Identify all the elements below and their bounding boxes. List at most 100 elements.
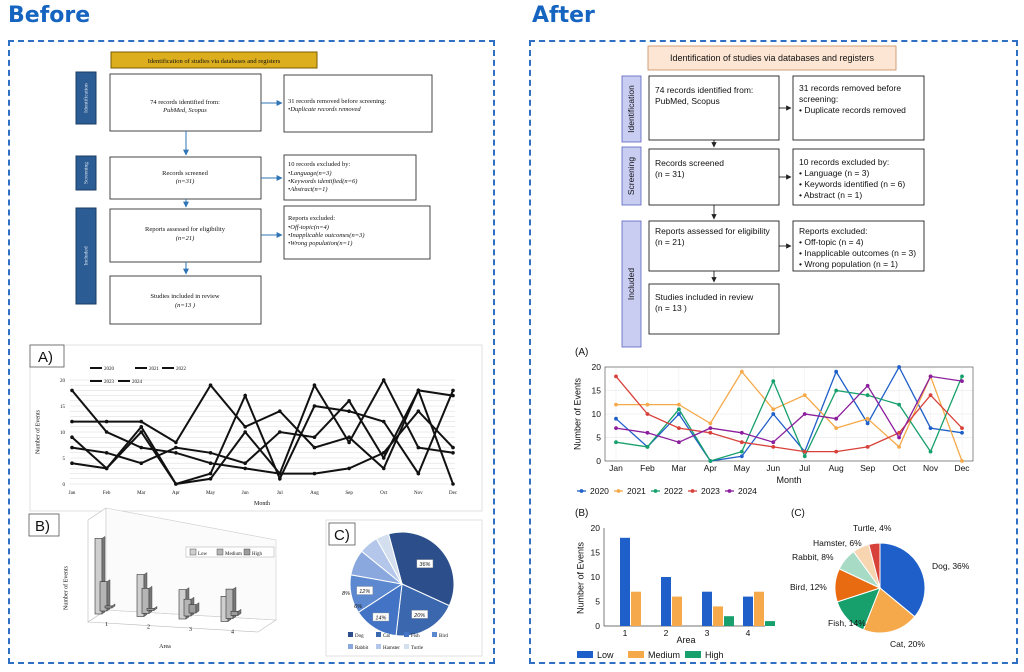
after-chart-a-point bbox=[897, 430, 901, 435]
before-chart-a-point bbox=[104, 466, 109, 471]
before-stage-label: Included bbox=[83, 246, 89, 265]
after-chart-a-legend-dot bbox=[579, 489, 584, 493]
after-chart-a-point bbox=[834, 426, 839, 430]
after-chart-b-bar bbox=[672, 596, 682, 626]
before-included-text: Studies included in review bbox=[150, 293, 219, 300]
before-chart-b-legend-box bbox=[185, 546, 275, 558]
after-chart-a-point bbox=[897, 435, 901, 440]
after-chart-c-slice-label: Bird, 12% bbox=[790, 582, 827, 592]
before-chart-a-xtick: Jan bbox=[69, 491, 76, 496]
after-chart-a-point bbox=[960, 379, 964, 383]
after-chart-a-point bbox=[897, 445, 901, 449]
before-chart-a-point bbox=[347, 466, 351, 471]
after-chart-a-point bbox=[834, 416, 839, 421]
before-excluded-text: 10 records excluded by: bbox=[288, 161, 350, 168]
before-chart-b-xtick: 4 bbox=[231, 630, 234, 636]
before-chart-a-xtick: Jul bbox=[277, 491, 283, 496]
after-chart-b-xtick: 2 bbox=[664, 628, 669, 638]
before-chart-a-series-line bbox=[71, 390, 454, 486]
after-flow-title-box bbox=[647, 45, 897, 71]
before-chart-c-pct-box bbox=[416, 559, 434, 568]
before-excluded-item-line: •Abstract(n=1) bbox=[288, 186, 328, 193]
after-assessed-text-line: Reports assessed for eligibility bbox=[655, 226, 771, 236]
after-chart-a-point bbox=[802, 449, 807, 454]
after-chart-a-frame bbox=[604, 366, 974, 462]
before-chart-a-point bbox=[70, 461, 74, 466]
after-chart-a-point bbox=[834, 449, 839, 454]
before-chart-b-legend-swatch bbox=[243, 548, 251, 556]
before-included-text: (n=13 ) bbox=[175, 302, 195, 309]
before-chart-c-pct-box bbox=[356, 586, 373, 595]
before-screened-text: (n=31) bbox=[176, 178, 194, 185]
after-reports-excluded-text-line: Reports excluded: bbox=[799, 226, 868, 236]
before-chart-a-point bbox=[451, 388, 455, 393]
after-chart-a-xtick: Mar bbox=[672, 463, 687, 473]
before-chart-b-bar bbox=[146, 608, 155, 611]
after-chart-a-label: (A) bbox=[575, 347, 588, 358]
before-chart-b-bar-side bbox=[153, 606, 158, 611]
before-chart-c-pct: 14% bbox=[375, 615, 386, 621]
before-chart-a-point bbox=[70, 435, 74, 440]
after-chart-a-point bbox=[739, 454, 744, 459]
before-chart-b-bar-side bbox=[106, 579, 111, 612]
after-chart-a-point bbox=[614, 440, 618, 445]
before-chart-b-label-box bbox=[28, 513, 60, 537]
before-chart-b-bar-side bbox=[237, 608, 242, 616]
after-chart-c-slice-label: Turtle, 4% bbox=[853, 523, 892, 533]
after-chart-a-point bbox=[614, 402, 618, 407]
before-flow-title-box bbox=[110, 51, 318, 69]
after-chart-a-legend-dot bbox=[690, 489, 695, 493]
after-chart-a-point bbox=[960, 374, 964, 379]
after-chart-a-xtick: Jun bbox=[766, 463, 780, 473]
after-chart-a-ytick: 0 bbox=[596, 456, 601, 466]
before-chart-a-point bbox=[278, 430, 282, 434]
before-chart-a-xtick: Jun bbox=[242, 491, 249, 496]
after-chart-a-ytick: 20 bbox=[592, 362, 602, 372]
before-chart-a-point bbox=[381, 378, 386, 382]
after-stage-label: Included bbox=[626, 268, 636, 300]
before-removed-text: •Duplicate records removed bbox=[288, 106, 361, 113]
after-reports-excluded-text-line: • Inapplicable outcomes (n = 3) bbox=[799, 248, 916, 258]
before-chart-c-legend-swatch bbox=[348, 644, 353, 649]
before-chart-a-xtick: Mar bbox=[137, 491, 146, 496]
before-excluded-box bbox=[283, 154, 417, 201]
before-chart-a-point bbox=[243, 393, 247, 398]
after-chart-a-point bbox=[802, 412, 807, 416]
after-chart-b-legend-label: High bbox=[705, 650, 724, 660]
before-excluded-item-line: •Keywords identified(n=6) bbox=[288, 178, 357, 185]
after-removed-text-line: • Duplicate records removed bbox=[799, 105, 906, 115]
after-chart-b-legend-swatch bbox=[685, 651, 701, 658]
before-identified-box bbox=[109, 73, 262, 132]
after-chart-a-point bbox=[802, 454, 807, 459]
after-chart-b-ytick: 0 bbox=[595, 621, 600, 631]
after-included-box bbox=[648, 283, 780, 335]
after-chart-a-legend-label: 2023 bbox=[701, 486, 720, 496]
after-chart-a-point bbox=[614, 374, 618, 379]
after-chart-b-xlabel: Area bbox=[676, 635, 695, 645]
after-flow-title: Identification of studies via databases … bbox=[670, 53, 875, 63]
before-reports-excluded-item-line: •Wrong population(n=1) bbox=[288, 240, 352, 247]
before-chart-a-xtick: Sep bbox=[345, 491, 353, 496]
after-chart-b-ytick: 20 bbox=[591, 523, 601, 533]
after-chart-b-bar bbox=[724, 616, 734, 626]
before-stage-label: Identification bbox=[82, 83, 89, 113]
after-chart-a-xtick: Apr bbox=[704, 463, 717, 473]
after-chart-b-bar bbox=[620, 537, 630, 626]
after-heading: After bbox=[532, 3, 595, 28]
before-chart-a-series-line bbox=[72, 383, 454, 485]
after-chart-a-point bbox=[708, 426, 713, 430]
after-chart-a-point bbox=[928, 426, 933, 430]
before-chart-a-point bbox=[312, 435, 317, 440]
before-stage-bar bbox=[75, 155, 97, 191]
before-chart-a-label: A) bbox=[38, 349, 53, 366]
before-chart-b-bar bbox=[188, 604, 197, 614]
before-chart-a-point bbox=[174, 482, 178, 486]
before-chart-a-point bbox=[381, 456, 386, 460]
before-chart-a-point bbox=[243, 466, 247, 471]
after-chart-a-point bbox=[677, 402, 681, 407]
after-assessed-box bbox=[648, 220, 780, 272]
after-chart-b-bar bbox=[765, 621, 775, 626]
before-heading: Before bbox=[8, 3, 91, 28]
after-chart-a-ytick: 15 bbox=[592, 386, 602, 396]
after-chart-a-legend-label: 2022 bbox=[664, 486, 683, 496]
